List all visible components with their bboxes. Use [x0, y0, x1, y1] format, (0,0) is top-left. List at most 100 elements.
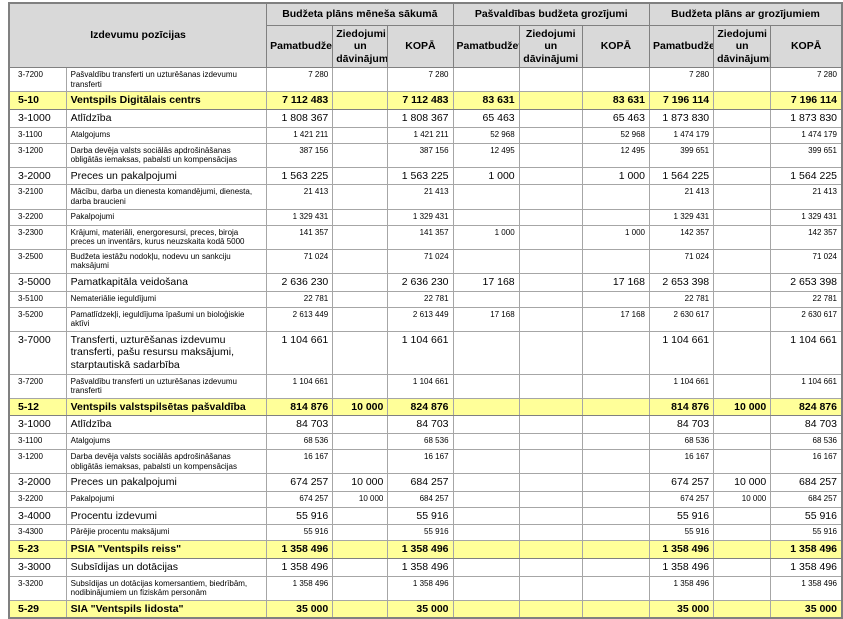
cell-amount: 68 536 — [266, 432, 334, 450]
cell-amount — [452, 397, 520, 417]
cell-amount: 52 968 — [452, 126, 520, 144]
row-position-name: Pārējie procentu maksājumi — [65, 524, 268, 542]
row-code: 3-2200 — [8, 490, 67, 508]
cell-amount — [518, 142, 583, 168]
header-group-row: Izdevumu pozīcijas Budžeta plāns mēneša … — [8, 2, 843, 69]
row-position-name: Atlīdzība — [65, 109, 268, 128]
cell-amount — [581, 506, 650, 526]
row-code: 5-23 — [8, 540, 67, 559]
cell-amount — [713, 208, 772, 226]
table-row: 3-1000 Atlīdzība 1 808 367 1 808 367 65 463 6… — [8, 109, 843, 128]
cell-amount — [452, 524, 520, 542]
cell-amount — [518, 599, 583, 619]
table-row: 3-5100 Nemateriālie ieguldījumi 22 781 22 7… — [8, 290, 843, 308]
cell-amount — [518, 166, 583, 186]
cell-amount — [452, 599, 520, 619]
cell-amount: 12 495 — [452, 142, 520, 168]
table-row: 3-4000 Procentu izdevumi 55 916 55 916 55 91… — [8, 506, 843, 526]
cell-amount — [332, 330, 389, 375]
cell-amount — [713, 273, 772, 292]
table-row: 3-1200 Darba devēja valsts sociālās apdro… — [8, 448, 843, 475]
row-code: 3-7000 — [8, 330, 67, 375]
cell-amount: 1 358 496 — [387, 575, 454, 601]
cell-amount — [581, 524, 650, 542]
cell-amount: 55 916 — [770, 506, 843, 526]
cell-amount — [518, 506, 583, 526]
cell-amount — [713, 142, 772, 168]
cell-amount — [518, 290, 583, 308]
cell-amount: 2 630 617 — [648, 306, 715, 332]
cell-amount: 1 104 661 — [266, 373, 334, 399]
cell-amount — [518, 557, 583, 577]
cell-amount — [452, 184, 520, 210]
cell-amount: 684 257 — [770, 490, 843, 508]
cell-amount: 84 703 — [266, 415, 334, 434]
cell-amount: 7 280 — [648, 67, 715, 93]
cell-amount — [452, 490, 520, 508]
row-position-name: Preces un pakalpojumi — [65, 473, 268, 492]
row-code: 3-2500 — [8, 248, 67, 275]
table-row: 3-1100 Atalgojums 1 421 211 1 421 211 52 968… — [8, 126, 843, 144]
cell-amount — [332, 142, 389, 168]
table-row: 3-7000 Transferti, uzturēšanas izdevumu t… — [8, 330, 843, 375]
cell-amount — [332, 67, 389, 93]
cell-amount — [332, 415, 389, 434]
cell-amount: 10 000 — [713, 397, 772, 417]
row-position-name: Ventspils valstspilsētas pašvaldība — [65, 397, 268, 417]
cell-amount: 84 703 — [648, 415, 715, 434]
cell-amount: 55 916 — [648, 524, 715, 542]
cell-amount — [581, 490, 650, 508]
table-row: 3-2000 Preces un pakalpojumi 674 257 10 000… — [8, 473, 843, 492]
cell-amount — [518, 126, 583, 144]
cell-amount — [518, 91, 583, 111]
cell-amount: 17 168 — [452, 306, 520, 332]
cell-amount: 141 357 — [387, 224, 454, 250]
table-row: 3-2200 Pakalpojumi 1 329 431 1 329 431 1 329… — [8, 208, 843, 226]
cell-amount — [581, 184, 650, 210]
cell-amount — [332, 224, 389, 250]
cell-amount — [713, 184, 772, 210]
cell-amount: 814 876 — [648, 397, 715, 417]
row-code: 3-1100 — [8, 126, 67, 144]
cell-amount: 65 463 — [452, 109, 520, 128]
cell-amount: 7 196 114 — [648, 91, 715, 111]
cell-amount: 1 104 661 — [387, 373, 454, 399]
row-code: 3-2200 — [8, 208, 67, 226]
cell-amount — [713, 248, 772, 275]
cell-amount: 684 257 — [387, 490, 454, 508]
cell-amount: 1 358 496 — [648, 557, 715, 577]
cell-amount: 1 104 661 — [266, 330, 334, 375]
cell-amount — [518, 109, 583, 128]
cell-amount: 142 357 — [770, 224, 843, 250]
cell-amount: 83 631 — [452, 91, 520, 111]
row-code: 3-1100 — [8, 432, 67, 450]
cell-amount: 142 357 — [648, 224, 715, 250]
cell-amount — [332, 208, 389, 226]
row-code: 3-1200 — [8, 142, 67, 168]
cell-amount: 1 421 211 — [266, 126, 334, 144]
row-code: 3-5000 — [8, 273, 67, 292]
column-group-plan-start: Budžeta plāns mēneša sākumā — [266, 2, 454, 26]
row-code: 3-2300 — [8, 224, 67, 250]
cell-amount — [332, 575, 389, 601]
cell-amount: 399 651 — [648, 142, 715, 168]
cell-amount — [581, 248, 650, 275]
row-code: 3-1000 — [8, 109, 67, 128]
cell-amount: 10 000 — [332, 473, 389, 492]
cell-amount — [332, 306, 389, 332]
cell-amount — [452, 330, 520, 375]
cell-amount: 21 413 — [770, 184, 843, 210]
cell-amount: 1 808 367 — [387, 109, 454, 128]
cell-amount: 2 636 230 — [266, 273, 334, 292]
cell-amount: 17 168 — [581, 273, 650, 292]
cell-amount: 1 358 496 — [387, 557, 454, 577]
row-position-name: Darba devēja valsts sociālās apdrošināša… — [65, 142, 268, 168]
row-position-name: Preces un pakalpojumi — [65, 166, 268, 186]
table-row: 3-3200 Subsīdijas un dotācijas komersanti… — [8, 575, 843, 601]
cell-amount — [713, 415, 772, 434]
cell-amount: 68 536 — [648, 432, 715, 450]
row-code: 3-7200 — [8, 373, 67, 399]
cell-amount: 1 104 661 — [387, 330, 454, 375]
cell-amount — [332, 109, 389, 128]
cell-amount — [713, 67, 772, 93]
